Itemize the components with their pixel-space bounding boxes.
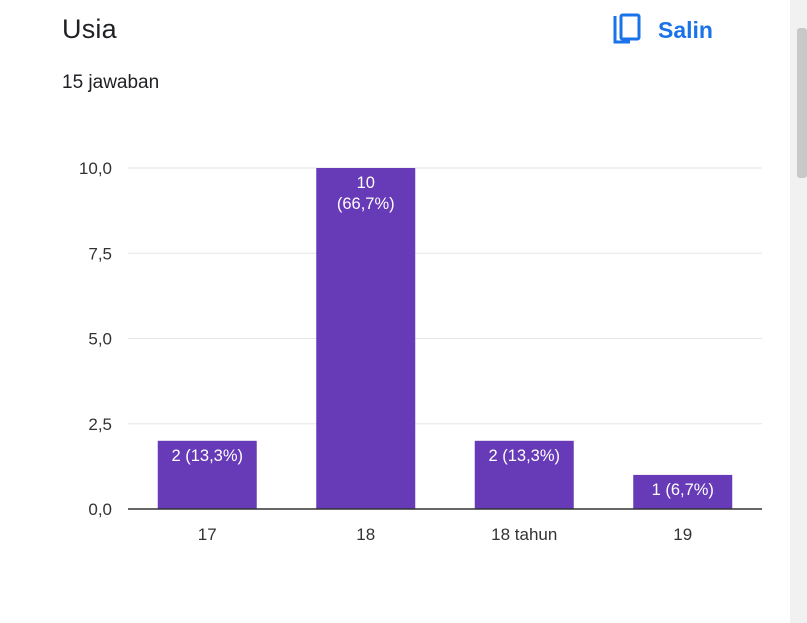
data-label: 2 (13,3%): [488, 447, 560, 465]
copy-chart-button[interactable]: Salin: [612, 6, 747, 54]
bar: [157, 440, 257, 509]
y-tick-label: 7,5: [88, 244, 112, 263]
data-label: (66,7%): [337, 195, 395, 213]
summary-card: Usia 15 jawaban Salin 0,0 2,5 5,0 7,5 10,0 2 …: [62, 6, 762, 544]
bar-chart: 0,0 2,5 5,0 7,5 10,0 2 (13,3%) 17 10 (66,7%) 18 2 …: [79, 159, 762, 544]
y-tick-label: 0,0: [88, 500, 112, 519]
y-tick-label: 10,0: [79, 159, 112, 178]
scrollbar-thumb[interactable]: [797, 28, 807, 178]
x-tick-label: 19: [673, 525, 692, 544]
copy-icon: [613, 13, 641, 44]
bar: [316, 168, 416, 509]
y-tick-label: 2,5: [88, 415, 112, 434]
bar: [633, 474, 733, 509]
question-title: Usia: [62, 14, 117, 44]
data-label: 2 (13,3%): [171, 447, 243, 465]
copy-button-label: Salin: [658, 16, 713, 43]
bar: [474, 440, 574, 509]
response-count: 15 jawaban: [62, 72, 160, 93]
data-label: 10: [357, 174, 375, 192]
x-tick-label: 18: [356, 525, 375, 544]
y-tick-label: 5,0: [88, 330, 112, 349]
data-label: 1 (6,7%): [652, 481, 714, 499]
x-tick-label: 18 tahun: [491, 525, 557, 544]
x-tick-label: 17: [198, 525, 217, 544]
